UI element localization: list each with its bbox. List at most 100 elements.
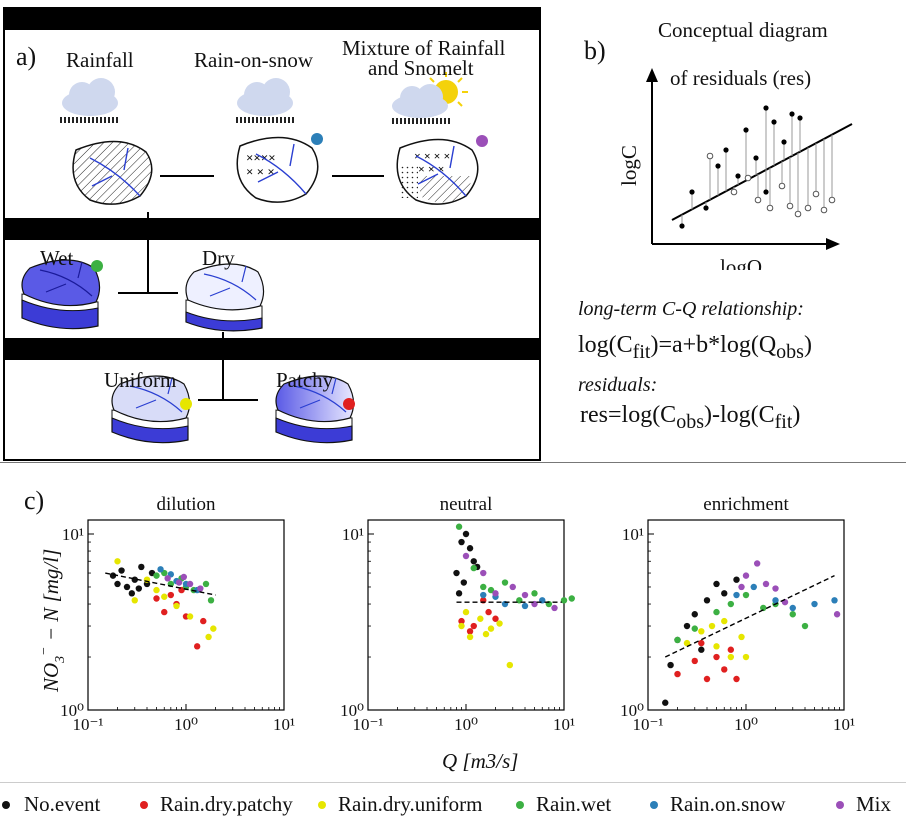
- marker-patchy: [343, 398, 355, 410]
- scatter-point: [458, 617, 465, 625]
- panel-b-title-1: Conceptual diagram: [658, 18, 828, 42]
- y-tick-label: 10⁰: [60, 701, 84, 720]
- catchment-icon-mixture: × × × × × × ×: [396, 138, 479, 205]
- scatter-point: [713, 608, 720, 616]
- legend-dot-rain-on-snow: [650, 801, 658, 809]
- scatter-point: [551, 604, 558, 612]
- res-sub-obs: obs: [676, 410, 704, 433]
- catchment-icon-rainfall: [72, 140, 153, 205]
- scatter-point: [462, 552, 470, 560]
- panel-a: ×××× × × × × × × × × × ×: [0, 0, 560, 462]
- cloud-icon-rainfall: [60, 78, 120, 123]
- scatter-point: [118, 567, 125, 574]
- catchment-icon-patchy: [275, 375, 355, 444]
- scatter-point: [466, 633, 474, 641]
- panel-b-label: b): [584, 36, 606, 65]
- scatter-point: [462, 608, 470, 616]
- scatter-point: [703, 597, 711, 604]
- x-tick-label: 10⁰: [174, 715, 198, 734]
- scatter-point: [738, 633, 745, 641]
- legend: No.event Rain.dry.patchy Rain.dry.unifor…: [0, 790, 906, 820]
- residual-points: [679, 105, 836, 229]
- ltr-label: long-term C-Q relationship:: [578, 298, 804, 320]
- trend-line: [105, 572, 216, 596]
- scatter-point: [811, 600, 818, 608]
- ltr-equation: log(Cfit)=a+b*log(Qobs): [578, 332, 812, 364]
- panel-separator: [0, 462, 906, 463]
- scatter-point: [772, 585, 779, 592]
- scatter-point: [762, 580, 770, 588]
- scatter-point: [674, 636, 681, 644]
- sun-cloud-icon-mixture: [392, 72, 468, 124]
- marker-rain-on-snow: [311, 133, 323, 145]
- residual-point-open: [794, 210, 802, 218]
- residual-point-open: [786, 202, 794, 210]
- y-tick-label: 10¹: [342, 525, 364, 544]
- res-equation: res=log(Cobs)-log(Cfit): [580, 402, 800, 434]
- legend-label-no-event: No.event: [24, 792, 101, 816]
- panel-c-ylabel: NO3− − N [mg/l]: [37, 549, 68, 693]
- scatter-point: [175, 579, 183, 586]
- label-wet: Wet: [40, 246, 74, 270]
- scatter-point: [713, 580, 720, 588]
- scatter-point: [738, 583, 745, 591]
- scatter-point: [114, 580, 121, 588]
- scatter-point: [480, 569, 487, 577]
- residual-xlabel: logQ: [720, 255, 762, 270]
- scatter-point: [713, 653, 720, 661]
- scatter-point: [727, 600, 735, 608]
- scatter-point: [173, 602, 180, 610]
- legend-dot-no-event: [2, 801, 10, 809]
- scatter-point: [470, 564, 477, 572]
- eq-sub-fit: fit: [632, 340, 651, 363]
- y-tick-label: 10¹: [622, 525, 644, 544]
- legend-label-rain-dry-patchy: Rain.dry.patchy: [160, 792, 293, 816]
- scatter-point: [683, 622, 691, 630]
- scatter-point: [721, 617, 728, 625]
- scatter-point: [114, 558, 121, 565]
- residual-point-obs: [715, 163, 721, 169]
- residual-y-arrow: [646, 68, 658, 82]
- scatter-point: [167, 591, 175, 599]
- x-tick-label: 10⁻¹: [72, 715, 103, 734]
- panel-c-label: c): [24, 486, 45, 515]
- scatter-point: [455, 523, 463, 530]
- scatter-point: [200, 617, 207, 625]
- scatter-point: [496, 620, 503, 627]
- eq-suffix: ): [803, 332, 812, 358]
- scatter-point: [453, 569, 460, 577]
- scatter-point: [135, 585, 143, 592]
- residual-point-open: [744, 174, 752, 182]
- scatter-point: [789, 611, 796, 618]
- scatter-point: [733, 591, 740, 599]
- scatter-point: [207, 597, 215, 604]
- scatter-point: [180, 573, 188, 581]
- eq-sub-obs: obs: [776, 340, 804, 363]
- scatter-point: [560, 597, 568, 604]
- scatter-point: [698, 639, 705, 647]
- y-tick-label: 10⁰: [620, 701, 644, 720]
- residual-point-open: [828, 196, 836, 204]
- scatter-point: [480, 591, 487, 599]
- panel-a-label: a): [16, 42, 37, 71]
- svg-text:× × ×: × × ×: [418, 162, 445, 176]
- scatter-point: [460, 579, 468, 586]
- scatter-point: [698, 628, 705, 635]
- legend-label-rain-wet: Rain.wet: [536, 792, 612, 816]
- scatter-point: [470, 622, 477, 630]
- legend-dot-mixture: [836, 801, 844, 809]
- x-tick-label: 10¹: [273, 715, 295, 734]
- scatter-point: [455, 590, 463, 597]
- scatter-point: [487, 625, 495, 632]
- x-tick-label: 10⁻¹: [632, 715, 663, 734]
- scatter-point: [466, 628, 474, 635]
- catchment-icon-rain-on-snow: ×××× × × ×: [236, 136, 319, 203]
- marker-wet: [91, 260, 103, 272]
- scatter-point: [506, 661, 514, 669]
- scatter-point: [186, 613, 194, 620]
- residual-point-open: [730, 188, 738, 196]
- scatter-point: [674, 670, 681, 678]
- scatter-point: [161, 608, 168, 616]
